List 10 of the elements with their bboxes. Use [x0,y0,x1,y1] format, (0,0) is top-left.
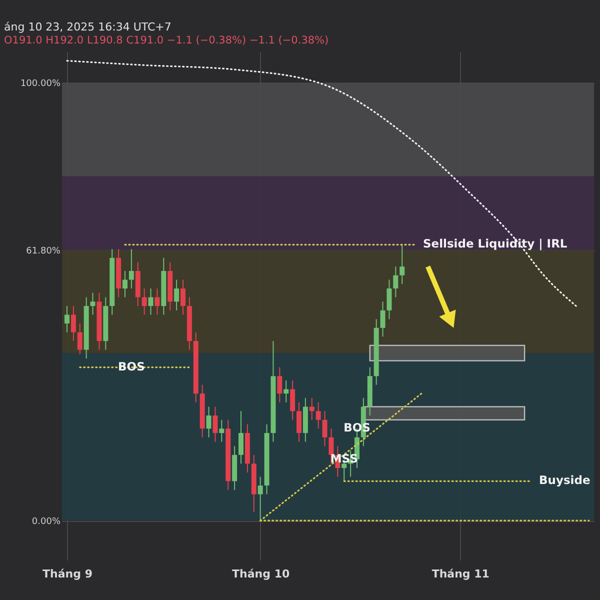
y-tick-label: 100.00% [20,79,61,90]
y-tick-label: 61.80% [26,246,61,256]
chart-title: áng 10 23, 2025 16:34 UTC+7 [4,20,172,34]
annotation: Buyside [539,473,590,488]
x-tick-label: Tháng 10 [232,568,290,580]
x-tick-label: Tháng 9 [42,568,92,580]
y-tick-label: 0.00% [32,517,61,528]
x-tick-label: Tháng 11 [432,568,490,580]
annotation: Sellside Liquidity | IRL [423,236,568,251]
chart-subtitle: O191.0 H192.0 L190.8 C191.0 −1.1 (−0.38%) −1.1 (−0.38%) [4,34,329,46]
